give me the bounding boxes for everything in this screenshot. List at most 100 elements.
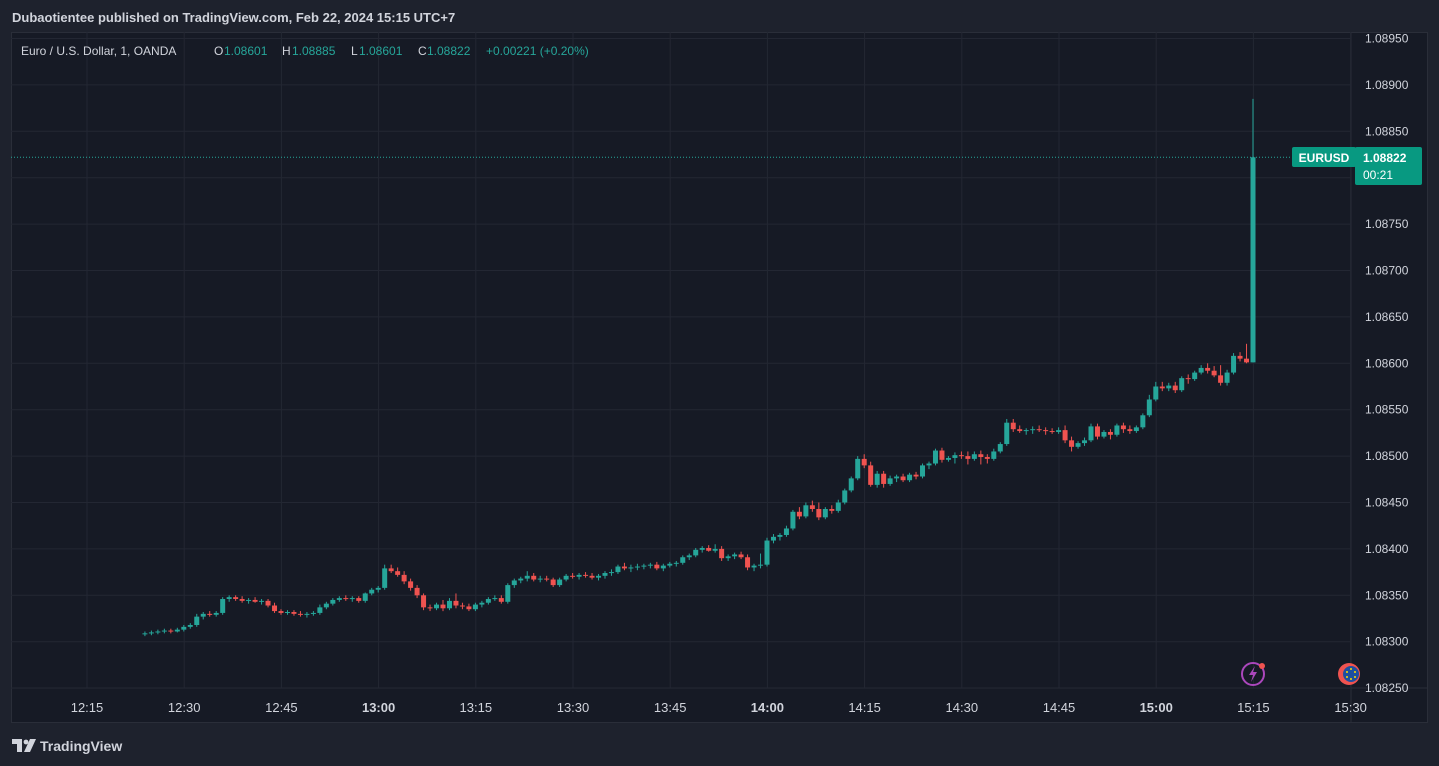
candle xyxy=(174,627,180,633)
candle xyxy=(440,599,446,612)
candle-body xyxy=(1004,422,1010,445)
candle-body xyxy=(732,554,738,557)
candle xyxy=(434,602,440,611)
candle-body xyxy=(1237,355,1243,359)
candle xyxy=(1017,425,1023,433)
lightning-icon[interactable] xyxy=(1241,662,1265,686)
candle xyxy=(621,562,627,571)
time-tick-label: 12:30 xyxy=(168,700,201,715)
candle-body xyxy=(194,616,200,625)
tradingview-logo-icon[interactable] xyxy=(12,739,36,753)
price-tick-label: 1.08650 xyxy=(1365,310,1409,324)
candle-body xyxy=(932,450,938,464)
candle-body xyxy=(226,597,232,600)
candle xyxy=(524,571,530,582)
candle-body xyxy=(272,605,278,612)
candle-body xyxy=(667,563,673,566)
published-header: Dubaotientee published on TradingView.co… xyxy=(0,0,1439,32)
candle xyxy=(978,450,984,465)
candle-body xyxy=(829,508,835,511)
candle-body xyxy=(421,595,427,608)
candle xyxy=(576,573,582,580)
candle xyxy=(881,470,887,488)
candle xyxy=(259,599,265,605)
candle-body xyxy=(330,599,336,604)
candle-body xyxy=(440,604,446,609)
candle-body xyxy=(816,508,822,518)
candle xyxy=(686,553,692,561)
candle xyxy=(1153,381,1159,402)
candle-body xyxy=(803,505,809,517)
candle xyxy=(511,578,517,588)
candle-body xyxy=(680,557,686,563)
candle-body xyxy=(699,547,705,550)
candle-body xyxy=(1043,430,1049,432)
candle-body xyxy=(1179,378,1185,391)
candle-body xyxy=(485,599,491,603)
candle xyxy=(667,561,673,568)
candle xyxy=(207,611,213,617)
candle xyxy=(1211,366,1217,378)
ticker-label-bg xyxy=(1292,147,1356,167)
candle-body xyxy=(233,597,239,600)
candle-body xyxy=(1244,358,1250,363)
candle-body xyxy=(427,607,433,609)
price-tick-label: 1.08450 xyxy=(1365,496,1409,510)
candle-body xyxy=(142,633,148,635)
candle-body xyxy=(1082,440,1088,444)
candles xyxy=(142,98,1256,637)
candle-body xyxy=(926,463,932,466)
candle-body xyxy=(414,587,420,596)
candle xyxy=(732,552,738,560)
candle xyxy=(1237,352,1243,362)
time-tick-label: 13:15 xyxy=(460,700,493,715)
published-line: Dubaotientee published on TradingView.co… xyxy=(12,10,456,25)
candle-body xyxy=(1114,425,1120,435)
candle xyxy=(1133,425,1139,433)
price-tick-label: 1.08350 xyxy=(1365,588,1409,602)
candle-body xyxy=(563,575,569,580)
candle-body xyxy=(984,457,990,459)
candle-body xyxy=(239,599,245,601)
candle-body xyxy=(770,536,776,541)
candle xyxy=(770,534,776,544)
price-axis[interactable]: 1.089501.089001.088501.088001.087501.087… xyxy=(1365,32,1409,695)
candle-body xyxy=(518,578,524,581)
candle xyxy=(531,573,537,582)
candle-body xyxy=(453,600,459,606)
candle xyxy=(641,563,647,570)
candle xyxy=(187,623,193,629)
candle-body xyxy=(945,457,951,460)
candle-body xyxy=(472,604,478,610)
candle xyxy=(1179,376,1185,393)
eu-flag-icon[interactable] xyxy=(1338,663,1360,685)
candle xyxy=(148,630,154,636)
chart-frame[interactable] xyxy=(11,32,1428,723)
candle xyxy=(414,585,420,599)
candle-body xyxy=(174,629,180,632)
candle-body xyxy=(1211,370,1217,376)
candle xyxy=(758,553,764,569)
time-axis[interactable]: 12:15 12:30 12:45 13:00 13:15 13:30 13:45 14:00… xyxy=(71,700,1367,715)
candle-body xyxy=(278,611,284,613)
candle xyxy=(272,602,278,613)
candle-body xyxy=(673,562,679,564)
candle-body xyxy=(434,604,440,609)
candle xyxy=(822,507,828,520)
candle-body xyxy=(375,587,381,590)
candle xyxy=(1172,381,1178,393)
candle-body xyxy=(1030,429,1036,431)
chart-canvas[interactable]: 1.089501.089001.088501.088001.087501.087… xyxy=(11,32,1428,723)
candle xyxy=(647,562,653,569)
time-tick-label: 15:15 xyxy=(1237,700,1270,715)
footer-brand[interactable]: TradingView xyxy=(40,738,123,754)
candle-body xyxy=(161,630,167,632)
candle-body xyxy=(1133,427,1139,432)
candle-body xyxy=(336,598,342,600)
candle xyxy=(220,597,226,615)
candle xyxy=(952,452,958,464)
candle-body xyxy=(1017,429,1023,432)
candle-body xyxy=(544,578,550,580)
candle xyxy=(1004,418,1010,446)
candle xyxy=(408,578,414,591)
